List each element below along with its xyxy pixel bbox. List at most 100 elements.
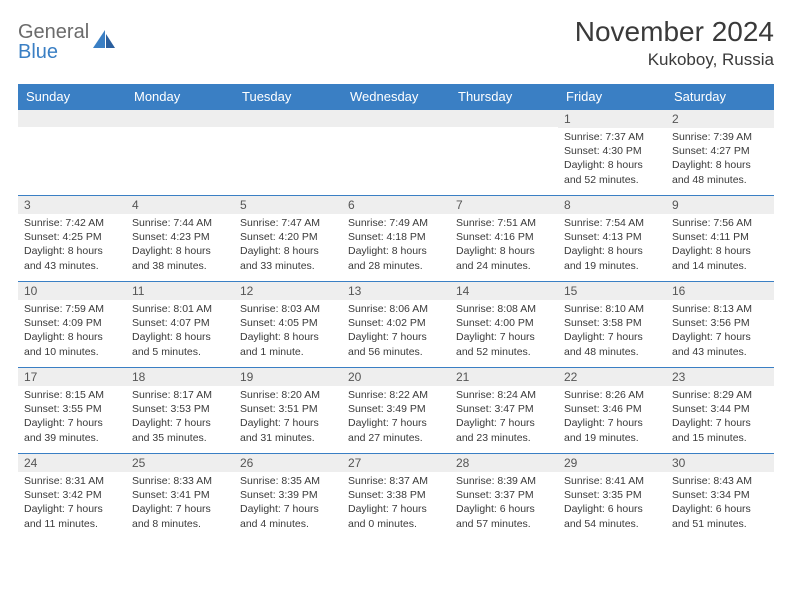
page-header: General Blue November 2024 Kukoboy, Russ… xyxy=(18,16,774,70)
day-detail-line: Daylight: 7 hours xyxy=(240,416,336,430)
day-cell: 6Sunrise: 7:49 AMSunset: 4:18 PMDaylight… xyxy=(342,196,450,282)
day-detail-line: Sunrise: 7:54 AM xyxy=(564,216,660,230)
day-detail-line: and 15 minutes. xyxy=(672,431,768,445)
day-detail-line: Sunrise: 7:56 AM xyxy=(672,216,768,230)
day-detail-line: Sunset: 3:34 PM xyxy=(672,488,768,502)
day-details: Sunrise: 8:17 AMSunset: 3:53 PMDaylight:… xyxy=(126,386,234,449)
day-cell xyxy=(234,110,342,196)
day-detail-line: Sunrise: 8:22 AM xyxy=(348,388,444,402)
day-details: Sunrise: 7:37 AMSunset: 4:30 PMDaylight:… xyxy=(558,128,666,191)
day-detail-line: Sunrise: 8:43 AM xyxy=(672,474,768,488)
day-cell xyxy=(18,110,126,196)
day-details: Sunrise: 7:51 AMSunset: 4:16 PMDaylight:… xyxy=(450,214,558,277)
day-detail-line: Sunrise: 8:15 AM xyxy=(24,388,120,402)
weekday-header: Friday xyxy=(558,84,666,110)
day-detail-line: Daylight: 7 hours xyxy=(672,416,768,430)
day-detail-line: and 48 minutes. xyxy=(672,173,768,187)
weekday-header: Wednesday xyxy=(342,84,450,110)
day-detail-line: and 33 minutes. xyxy=(240,259,336,273)
day-detail-line: and 27 minutes. xyxy=(348,431,444,445)
day-detail-line: Sunrise: 8:03 AM xyxy=(240,302,336,316)
day-detail-line: Sunrise: 8:39 AM xyxy=(456,474,552,488)
day-detail-line: and 24 minutes. xyxy=(456,259,552,273)
day-detail-line: Sunset: 4:02 PM xyxy=(348,316,444,330)
day-detail-line: Daylight: 8 hours xyxy=(456,244,552,258)
day-detail-line: and 0 minutes. xyxy=(348,517,444,531)
day-detail-line: Sunrise: 8:17 AM xyxy=(132,388,228,402)
title-block: November 2024 Kukoboy, Russia xyxy=(575,16,774,70)
day-detail-line: Sunset: 3:42 PM xyxy=(24,488,120,502)
day-detail-line: and 10 minutes. xyxy=(24,345,120,359)
brand-word2: Blue xyxy=(18,42,89,62)
day-cell: 30Sunrise: 8:43 AMSunset: 3:34 PMDayligh… xyxy=(666,454,774,540)
day-detail-line: Sunrise: 8:13 AM xyxy=(672,302,768,316)
day-detail-line: Daylight: 7 hours xyxy=(564,330,660,344)
day-cell: 28Sunrise: 8:39 AMSunset: 3:37 PMDayligh… xyxy=(450,454,558,540)
day-detail-line: Daylight: 8 hours xyxy=(240,330,336,344)
day-detail-line: and 23 minutes. xyxy=(456,431,552,445)
day-detail-line: Sunset: 4:18 PM xyxy=(348,230,444,244)
brand-word1: General xyxy=(18,21,89,43)
brand-text: General Blue xyxy=(18,22,89,62)
day-cell xyxy=(450,110,558,196)
day-detail-line: Daylight: 8 hours xyxy=(672,244,768,258)
day-cell: 3Sunrise: 7:42 AMSunset: 4:25 PMDaylight… xyxy=(18,196,126,282)
day-details: Sunrise: 8:31 AMSunset: 3:42 PMDaylight:… xyxy=(18,472,126,535)
day-details: Sunrise: 8:06 AMSunset: 4:02 PMDaylight:… xyxy=(342,300,450,363)
day-cell: 4Sunrise: 7:44 AMSunset: 4:23 PMDaylight… xyxy=(126,196,234,282)
day-detail-line: Daylight: 8 hours xyxy=(564,158,660,172)
week-row: 24Sunrise: 8:31 AMSunset: 3:42 PMDayligh… xyxy=(18,454,774,540)
day-details: Sunrise: 8:20 AMSunset: 3:51 PMDaylight:… xyxy=(234,386,342,449)
day-detail-line: Daylight: 7 hours xyxy=(240,502,336,516)
day-detail-line: and 51 minutes. xyxy=(672,517,768,531)
day-number: 14 xyxy=(450,282,558,300)
day-detail-line: Daylight: 7 hours xyxy=(672,330,768,344)
day-detail-line: and 19 minutes. xyxy=(564,259,660,273)
day-detail-line: Sunset: 4:07 PM xyxy=(132,316,228,330)
day-detail-line: Daylight: 7 hours xyxy=(132,502,228,516)
day-number: 11 xyxy=(126,282,234,300)
day-cell: 15Sunrise: 8:10 AMSunset: 3:58 PMDayligh… xyxy=(558,282,666,368)
day-details: Sunrise: 7:54 AMSunset: 4:13 PMDaylight:… xyxy=(558,214,666,277)
day-detail-line: and 56 minutes. xyxy=(348,345,444,359)
day-cell: 10Sunrise: 7:59 AMSunset: 4:09 PMDayligh… xyxy=(18,282,126,368)
day-number xyxy=(234,110,342,127)
day-cell: 8Sunrise: 7:54 AMSunset: 4:13 PMDaylight… xyxy=(558,196,666,282)
day-cell: 5Sunrise: 7:47 AMSunset: 4:20 PMDaylight… xyxy=(234,196,342,282)
day-cell: 1Sunrise: 7:37 AMSunset: 4:30 PMDaylight… xyxy=(558,110,666,196)
day-detail-line: and 52 minutes. xyxy=(564,173,660,187)
day-cell: 14Sunrise: 8:08 AMSunset: 4:00 PMDayligh… xyxy=(450,282,558,368)
day-number: 26 xyxy=(234,454,342,472)
day-details: Sunrise: 8:03 AMSunset: 4:05 PMDaylight:… xyxy=(234,300,342,363)
day-cell: 7Sunrise: 7:51 AMSunset: 4:16 PMDaylight… xyxy=(450,196,558,282)
day-detail-line: Daylight: 7 hours xyxy=(348,502,444,516)
day-number xyxy=(342,110,450,127)
day-detail-line: Daylight: 8 hours xyxy=(672,158,768,172)
weekday-header: Sunday xyxy=(18,84,126,110)
day-cell: 23Sunrise: 8:29 AMSunset: 3:44 PMDayligh… xyxy=(666,368,774,454)
day-detail-line: and 31 minutes. xyxy=(240,431,336,445)
day-cell xyxy=(126,110,234,196)
day-detail-line: Daylight: 8 hours xyxy=(132,244,228,258)
day-detail-line: and 19 minutes. xyxy=(564,431,660,445)
day-number xyxy=(18,110,126,127)
day-detail-line: Sunrise: 8:26 AM xyxy=(564,388,660,402)
day-details: Sunrise: 7:44 AMSunset: 4:23 PMDaylight:… xyxy=(126,214,234,277)
day-detail-line: Sunset: 3:47 PM xyxy=(456,402,552,416)
day-detail-line: and 52 minutes. xyxy=(456,345,552,359)
day-details: Sunrise: 8:37 AMSunset: 3:38 PMDaylight:… xyxy=(342,472,450,535)
day-detail-line: Sunset: 4:09 PM xyxy=(24,316,120,330)
day-details: Sunrise: 8:08 AMSunset: 4:00 PMDaylight:… xyxy=(450,300,558,363)
day-number: 7 xyxy=(450,196,558,214)
day-detail-line: and 39 minutes. xyxy=(24,431,120,445)
day-number: 21 xyxy=(450,368,558,386)
day-number: 3 xyxy=(18,196,126,214)
day-detail-line: Sunrise: 8:35 AM xyxy=(240,474,336,488)
day-detail-line: Sunset: 3:44 PM xyxy=(672,402,768,416)
day-detail-line: Sunrise: 8:01 AM xyxy=(132,302,228,316)
day-detail-line: Sunset: 3:35 PM xyxy=(564,488,660,502)
day-number: 16 xyxy=(666,282,774,300)
day-details: Sunrise: 8:26 AMSunset: 3:46 PMDaylight:… xyxy=(558,386,666,449)
day-detail-line: Sunrise: 7:49 AM xyxy=(348,216,444,230)
day-details: Sunrise: 8:41 AMSunset: 3:35 PMDaylight:… xyxy=(558,472,666,535)
